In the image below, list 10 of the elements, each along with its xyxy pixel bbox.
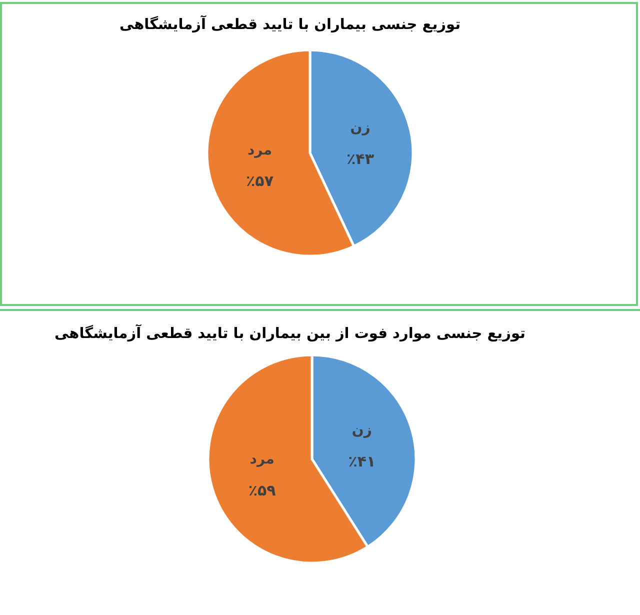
data-label: ٪۵۷ bbox=[246, 172, 274, 190]
chart-title: توزیع جنسی بیماران با تایید قطعی آزمایشگاهی bbox=[119, 15, 461, 33]
data-label: ٪۴۳ bbox=[346, 150, 374, 168]
slice-label: مرد bbox=[247, 142, 272, 158]
slice-label: زن bbox=[352, 422, 372, 438]
slice-label: مرد bbox=[250, 452, 274, 468]
chart-title: توزیع جنسی موارد فوت از بین بیماران با تایید قطعی آزمایشگاهی bbox=[54, 324, 526, 342]
slice-label: زن bbox=[350, 120, 370, 136]
data-label: ٪۵۹ bbox=[248, 482, 276, 500]
data-label: ٪۴۱ bbox=[348, 452, 376, 470]
